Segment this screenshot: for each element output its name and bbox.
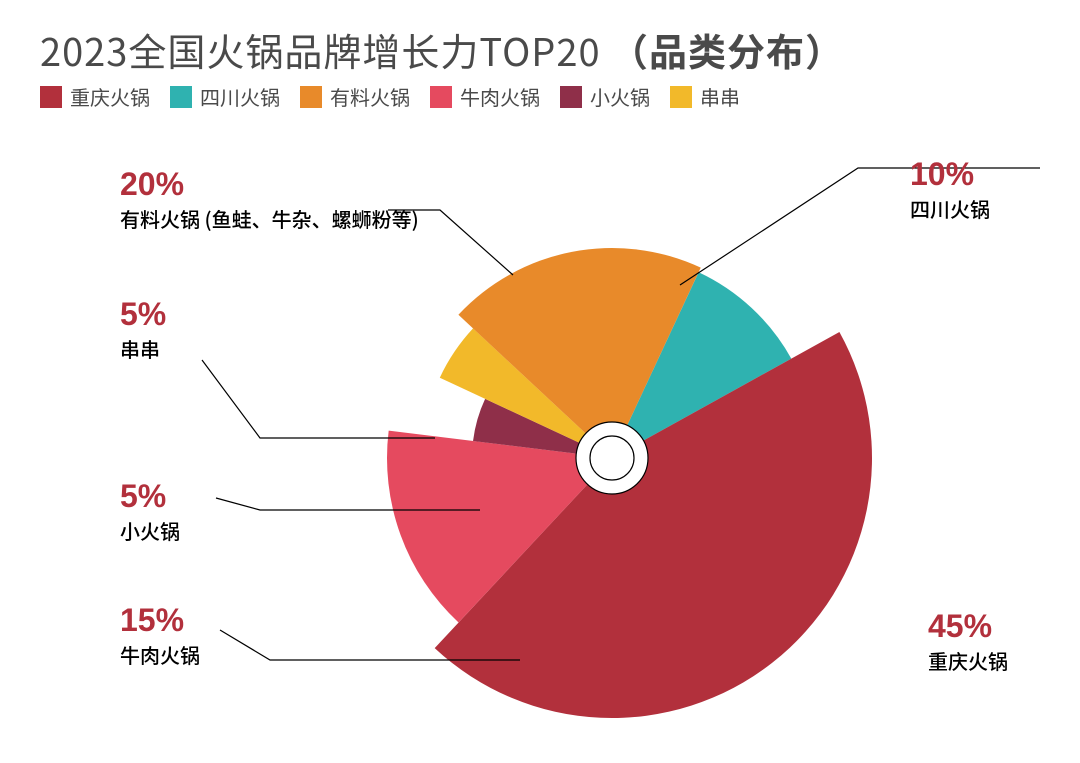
annotation-niurou: 15% 牛肉火锅: [120, 604, 200, 669]
leader-line-chuanchuan: [202, 360, 435, 438]
annotation-chuanchuan: 5% 串串: [120, 298, 166, 363]
annotation-label: 牛肉火锅: [120, 640, 200, 669]
annotation-percent: 10%: [910, 158, 990, 190]
annotation-xiaohuoguo: 5% 小火锅: [120, 480, 180, 545]
annotation-percent: 45%: [928, 610, 1008, 642]
annotation-percent: 5%: [120, 298, 166, 330]
center-hole-inner: [590, 436, 634, 480]
annotation-label: 四川火锅: [910, 194, 990, 223]
annotation-percent: 5%: [120, 480, 180, 512]
annotation-percent: 20%: [120, 168, 419, 200]
annotation-youliao: 20% 有料火锅 (鱼蛙、牛杂、螺蛳粉等): [120, 168, 419, 233]
annotation-label: 重庆火锅: [928, 646, 1008, 675]
annotation-label: 有料火锅 (鱼蛙、牛杂、螺蛳粉等): [120, 204, 419, 233]
annotation-sichuan: 10% 四川火锅: [910, 158, 990, 223]
annotation-label: 小火锅: [120, 516, 180, 545]
annotation-percent: 15%: [120, 604, 200, 636]
annotation-chongqing: 45% 重庆火锅: [928, 610, 1008, 675]
annotation-label: 串串: [120, 334, 166, 363]
